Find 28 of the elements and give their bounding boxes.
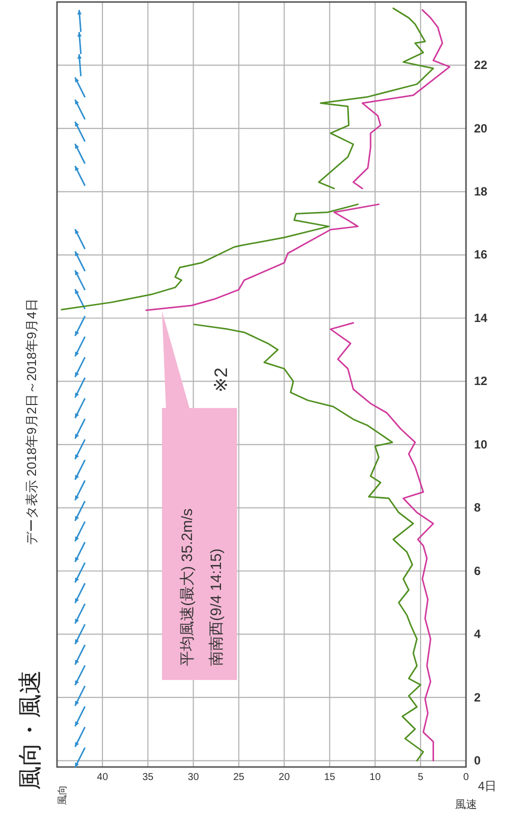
y-tick-label: 18 — [474, 184, 488, 199]
y-tick-label: 22 — [474, 58, 488, 72]
x-tick-label: 15 — [324, 772, 336, 784]
x-tick-label: 40 — [96, 772, 108, 784]
text: 風向・風速 — [17, 670, 44, 790]
y-tick-label: 20 — [474, 121, 488, 136]
text: 風向 — [56, 785, 69, 805]
x-tick-label: 35 — [142, 772, 154, 784]
y-tick-label: 8 — [474, 500, 481, 515]
annotation: 平均風速(最大) 35.2m/s 南南西(9/4 14:15) — [179, 508, 225, 666]
text: データ表示 2018年9月2日～2018年9月4日 — [24, 298, 39, 545]
x-axis-title: 風速 — [455, 798, 477, 811]
y-tick-label: 16 — [474, 248, 488, 262]
y-tick-label: 6 — [474, 564, 481, 578]
annotation: ※2 — [210, 367, 231, 393]
y-tick-label: 14 — [474, 310, 488, 325]
x-tick-label: 20 — [278, 772, 290, 784]
x-tick-label: 30 — [188, 772, 200, 784]
y-tick-label: 2 — [474, 690, 481, 704]
y-tick-label: 0 — [474, 754, 481, 768]
y-tick-label: 12 — [474, 374, 488, 388]
x-tick-label: 5 — [418, 772, 424, 784]
y-tick-label: 10 — [474, 437, 488, 452]
y-axis-title: 4日 — [478, 779, 497, 793]
y-tick-label: 4 — [474, 627, 481, 642]
x-tick-label: 10 — [370, 772, 382, 784]
x-tick-label: 0 — [463, 772, 470, 784]
x-tick-label: 25 — [233, 772, 245, 784]
